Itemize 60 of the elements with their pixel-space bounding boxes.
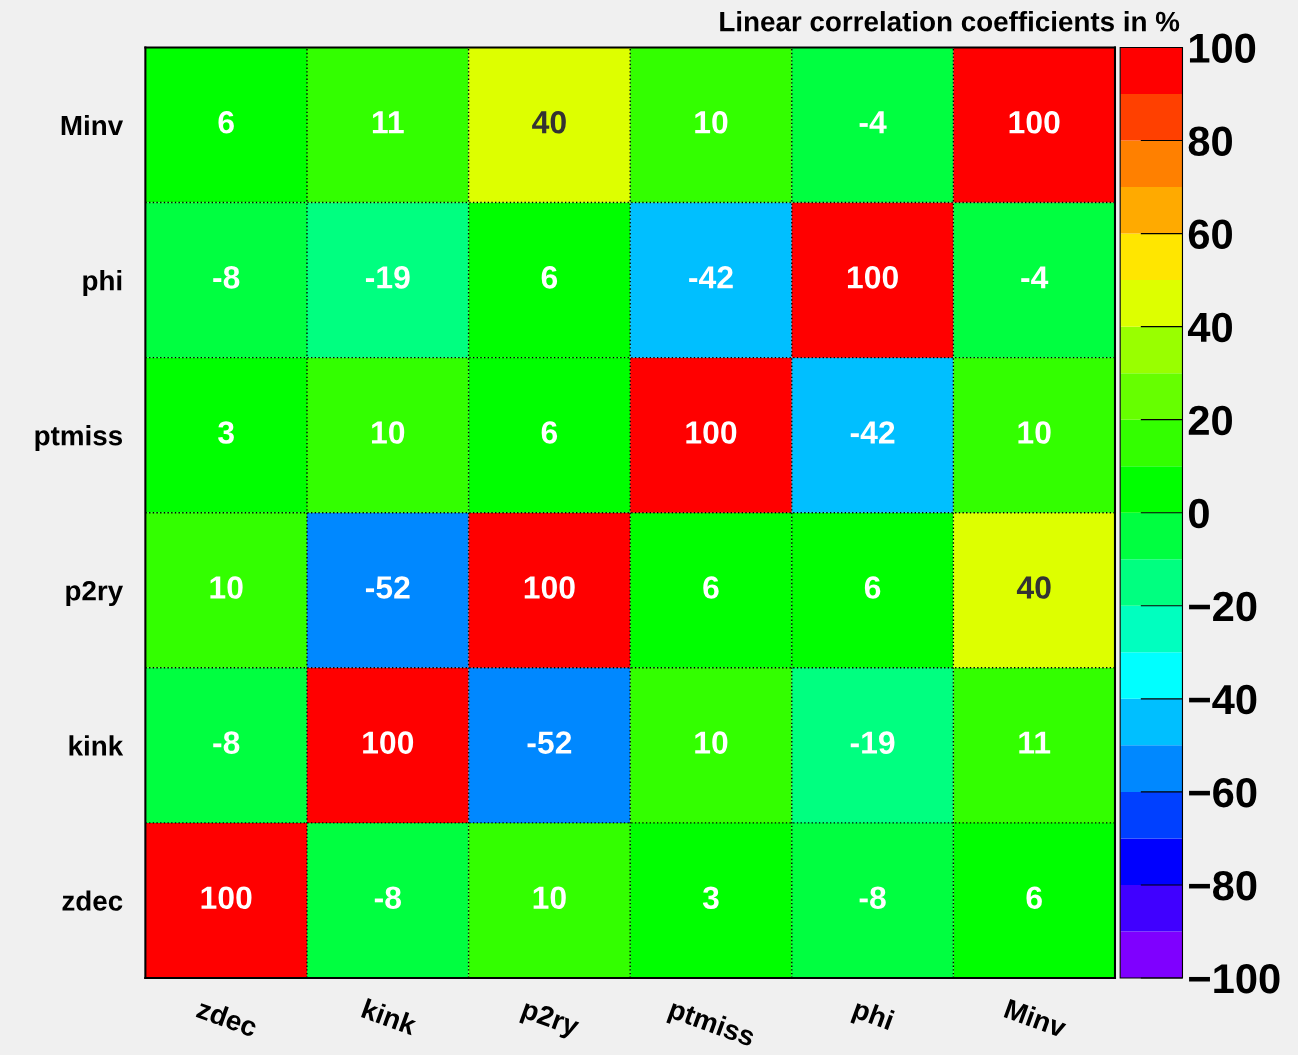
data-label: 6 [703, 576, 719, 599]
color-bar-label: −80 [1189, 870, 1257, 901]
data-label: 100 [363, 731, 414, 754]
data-label: 100 [686, 421, 737, 444]
data-label: 11 [1019, 731, 1051, 754]
data-label: -8 [859, 886, 886, 910]
data-label: -19 [365, 266, 410, 289]
data-label: 10 [1018, 421, 1051, 444]
color-bar-label: −20 [1189, 591, 1257, 622]
color-bar-label: 80 [1188, 126, 1232, 157]
data-label: 3 [702, 886, 719, 910]
x-tick-label: phi [850, 998, 895, 1036]
x-tick-label: Minv [1003, 998, 1069, 1038]
data-label: -8 [213, 731, 240, 754]
data-label: -4 [1021, 266, 1049, 289]
color-bar-label: −100 [1189, 963, 1280, 994]
data-label: 100 [1009, 110, 1060, 134]
data-label: 100 [524, 576, 575, 599]
data-label: 40 [1016, 576, 1051, 599]
data-label: 100 [847, 266, 898, 289]
data-label: 10 [210, 576, 243, 599]
x-tick-label: zdec [195, 997, 259, 1038]
y-tick-label: zdec [62, 890, 123, 911]
data-label: -52 [527, 731, 572, 754]
x-tick-label: ptmiss [666, 998, 757, 1052]
color-bar-label: −60 [1189, 777, 1257, 808]
color-bar-label: 0 [1188, 498, 1209, 529]
data-label: 10 [533, 886, 566, 910]
color-bar-label: 40 [1187, 312, 1232, 343]
data-label: -42 [850, 421, 895, 444]
x-tick-label: kink [361, 998, 419, 1036]
data-label: 40 [532, 110, 566, 134]
data-label: 6 [218, 110, 234, 134]
chart-title: Linear correlation coefficients in % [720, 11, 1180, 32]
y-tick-label: p2ry [66, 580, 124, 607]
data-label: 10 [372, 421, 405, 444]
data-label: -8 [213, 266, 240, 289]
color-bar-label: −40 [1189, 684, 1257, 715]
x-tick-label: p2ry [519, 998, 581, 1042]
data-label: 10 [695, 110, 728, 134]
color-bar-label: 20 [1188, 405, 1232, 436]
color-bar-label: 60 [1188, 219, 1232, 250]
data-label: 6 [1026, 886, 1042, 910]
data-label: 11 [372, 111, 404, 134]
y-tick-label: ptmiss [35, 425, 123, 452]
y-tick-label: phi [83, 270, 122, 296]
data-label: 6 [541, 421, 558, 444]
data-label: 6 [864, 576, 881, 599]
data-label: -52 [365, 576, 410, 599]
color-bar-label: 100 [1189, 33, 1256, 63]
data-label: 10 [695, 731, 728, 754]
data-label: -8 [374, 886, 401, 910]
data-label: 100 [201, 886, 252, 910]
data-label: -42 [689, 266, 733, 289]
data-label: 6 [541, 266, 558, 289]
data-label: -4 [859, 111, 887, 134]
y-tick-label: Minv [61, 114, 124, 136]
data-label: -19 [850, 731, 895, 754]
data-label: 3 [218, 421, 234, 444]
y-tick-label: kink [69, 735, 124, 756]
